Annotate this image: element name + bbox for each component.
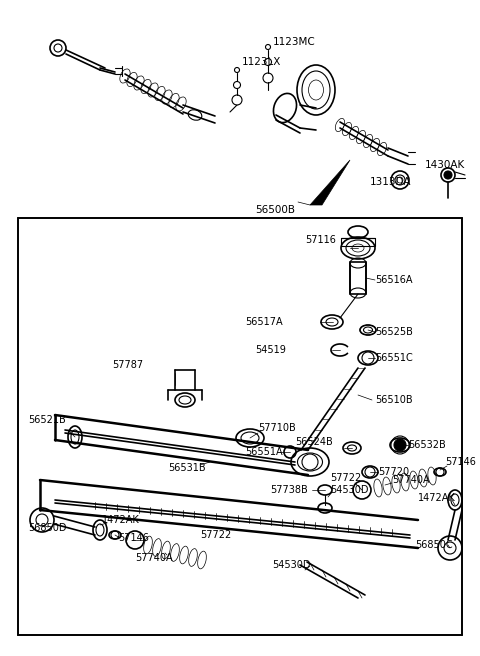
Text: 56524B: 56524B <box>295 437 333 447</box>
Bar <box>18 218 462 635</box>
Text: 56850D: 56850D <box>28 523 67 533</box>
Text: 56500B: 56500B <box>255 205 295 215</box>
Text: 1472AK: 1472AK <box>418 493 456 503</box>
Text: 57740A: 57740A <box>135 553 173 563</box>
Text: 56850C: 56850C <box>415 540 453 550</box>
Text: 56521B: 56521B <box>28 415 66 425</box>
Text: 57146: 57146 <box>118 533 149 543</box>
Text: 57738B: 57738B <box>270 485 308 495</box>
Text: 56551C: 56551C <box>375 353 413 363</box>
Circle shape <box>444 171 452 179</box>
Text: 1123LX: 1123LX <box>242 57 281 67</box>
Bar <box>341 238 375 246</box>
Bar <box>350 262 366 294</box>
Text: 54530D: 54530D <box>330 485 369 495</box>
Text: 57146: 57146 <box>445 457 476 467</box>
Text: 1430AK: 1430AK <box>425 160 465 170</box>
Text: 54519: 54519 <box>255 345 286 355</box>
Text: 57116: 57116 <box>305 235 336 245</box>
Text: 57722: 57722 <box>330 473 361 483</box>
Polygon shape <box>310 160 350 205</box>
Text: 56531B: 56531B <box>168 463 205 473</box>
Text: 56517A: 56517A <box>245 317 283 327</box>
Text: 57710B: 57710B <box>258 423 296 433</box>
Text: 1123MC: 1123MC <box>273 37 316 47</box>
Text: 57740A: 57740A <box>392 475 430 485</box>
Text: 56532B: 56532B <box>408 440 446 450</box>
Text: 56525B: 56525B <box>375 327 413 337</box>
Text: 57720: 57720 <box>378 467 409 477</box>
Circle shape <box>394 439 406 451</box>
Text: 56551A: 56551A <box>245 447 283 457</box>
Text: 1313DA: 1313DA <box>370 177 411 187</box>
Text: 56516A: 56516A <box>375 275 412 285</box>
Text: 1472AK: 1472AK <box>102 515 140 525</box>
Text: 57722: 57722 <box>200 530 231 540</box>
Text: 57787: 57787 <box>112 360 143 370</box>
Text: 54530D: 54530D <box>272 560 311 570</box>
Text: 56510B: 56510B <box>375 395 413 405</box>
